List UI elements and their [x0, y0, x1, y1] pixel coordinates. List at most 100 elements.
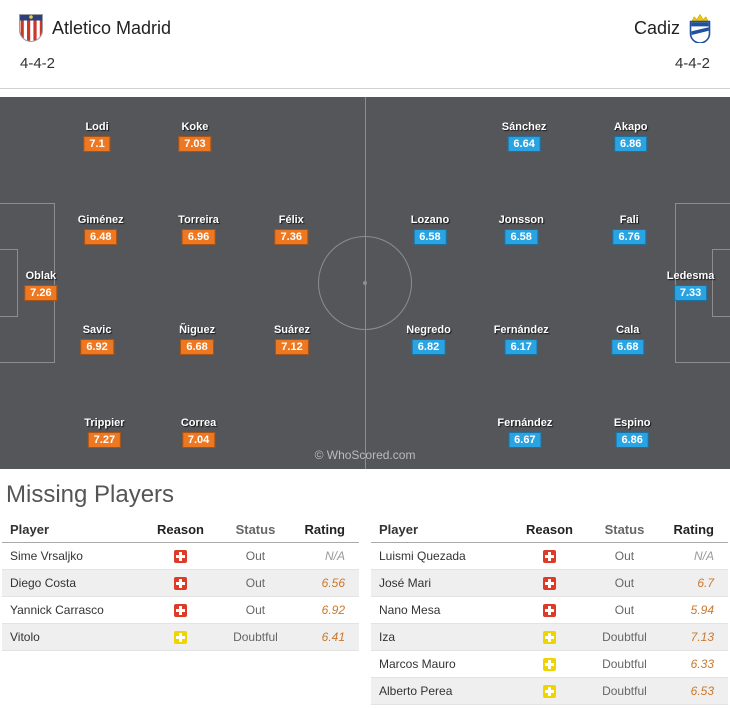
- column-header-rating: Rating: [663, 517, 728, 543]
- table-row: Marcos Mauro Doubtful 6.33: [371, 650, 728, 678]
- column-header-player: Player: [2, 517, 145, 543]
- pitch-player-away: Fernández 6.67: [497, 417, 552, 448]
- missing-player-status: Out: [216, 569, 295, 597]
- away-team-block: Cadiz: [633, 13, 712, 44]
- missing-player-status: Out: [585, 569, 664, 597]
- center-circle: [318, 236, 412, 330]
- missing-players-title: Missing Players: [6, 481, 175, 508]
- player-rating: 6.48: [84, 229, 118, 245]
- home-formation: 4-4-2: [20, 55, 56, 72]
- player-name: Espino: [613, 417, 651, 429]
- reason-cell: [513, 542, 586, 570]
- player-name: Lodi: [85, 121, 109, 133]
- pitch-player-away: Fali 6.76: [612, 214, 646, 245]
- pitch-player-home: Torreira 6.96: [178, 214, 219, 245]
- player-name: Fernández: [493, 324, 549, 336]
- pitch-player-away: Sánchez 6.64: [502, 121, 546, 152]
- player-name: Savic: [82, 324, 112, 336]
- player-rating: 6.86: [615, 432, 649, 448]
- column-header-status: Status: [585, 517, 664, 543]
- missing-player-status: Doubtful: [585, 623, 664, 651]
- player-rating: 7.03: [178, 136, 212, 152]
- pitch-player-home: Oblak 7.26: [24, 270, 58, 301]
- player-name: Félix: [278, 214, 304, 226]
- pitch-player-home: Trippier 7.27: [84, 417, 125, 448]
- player-name: Lozano: [410, 214, 450, 226]
- player-rating: 6.96: [181, 229, 216, 245]
- reason-cell: [513, 569, 586, 597]
- player-rating: 7.33: [673, 285, 708, 301]
- injury-icon: [542, 577, 556, 591]
- player-name: Ledesma: [666, 270, 715, 282]
- pitch-player-away: Cala 6.68: [611, 324, 645, 355]
- table-row: Nano Mesa Out 5.94: [371, 596, 728, 624]
- pitch-player-away: Akapo 6.86: [614, 121, 648, 152]
- missing-player-rating: N/A: [663, 542, 728, 570]
- missing-player-rating: 6.41: [294, 623, 359, 651]
- pitch-player-away: Negredo 6.82: [406, 324, 451, 355]
- penalty-area-right: [675, 203, 730, 363]
- pitch-player-home: Félix 7.36: [274, 214, 308, 245]
- missing-player-rating: N/A: [294, 542, 359, 570]
- player-name: Cala: [616, 324, 640, 336]
- table-row: Sime Vrsaljko Out N/A: [2, 542, 359, 570]
- player-rating: 6.82: [411, 339, 446, 355]
- goal-area-right: [712, 249, 730, 317]
- pitch-player-away: Lozano 6.58: [410, 214, 450, 245]
- player-name: Jonsson: [498, 214, 544, 226]
- pitch-player-home: Giménez 6.48: [78, 214, 124, 245]
- column-header-reason: Reason: [513, 517, 586, 543]
- reason-cell: [144, 569, 217, 597]
- player-name: Akapo: [613, 121, 648, 133]
- home-team-name: Atletico Madrid: [52, 17, 172, 38]
- column-header-player: Player: [371, 517, 514, 543]
- reason-cell: [513, 650, 586, 678]
- column-header-rating: Rating: [294, 517, 359, 543]
- match-header: Atletico Madrid 4-4-2 Cadiz 4-4-2: [0, 0, 730, 89]
- doubtful-icon: [173, 631, 187, 645]
- missing-player-name: Iza: [371, 623, 514, 651]
- missing-player-rating: 6.33: [663, 650, 728, 678]
- player-name: Negredo: [406, 324, 451, 336]
- player-rating: 6.58: [413, 229, 447, 245]
- table-row: Diego Costa Out 6.56: [2, 569, 359, 597]
- player-rating: 6.68: [611, 339, 645, 355]
- pitch-player-away: Ledesma 7.33: [666, 270, 715, 301]
- player-name: Ñiguez: [179, 324, 216, 336]
- injury-icon: [173, 550, 187, 564]
- injury-icon: [542, 604, 556, 618]
- missing-player-rating: 6.53: [663, 677, 728, 705]
- player-rating: 6.58: [504, 229, 538, 245]
- player-rating: 6.92: [80, 339, 114, 355]
- cadiz-crest-icon: [688, 13, 712, 44]
- player-rating: 7.1: [83, 136, 111, 152]
- formation-pitch: Lodi 7.1 Koke 7.03 Giménez 6.48 Torreira 6.9…: [0, 97, 730, 469]
- player-rating: 7.26: [24, 285, 58, 301]
- pitch-player-home: Ñiguez 6.68: [179, 324, 215, 355]
- away-team-name: Cadiz: [633, 17, 680, 38]
- center-spot: [363, 281, 367, 285]
- table-row: Alberto Perea Doubtful 6.53: [371, 677, 728, 705]
- doubtful-icon: [542, 631, 556, 645]
- pitch-player-home: Lodi 7.1: [83, 121, 111, 152]
- player-name: Fernández: [497, 417, 553, 429]
- missing-player-rating: 6.7: [663, 569, 728, 597]
- doubtful-icon: [542, 658, 556, 672]
- pitch-player-home: Savic 6.92: [80, 324, 114, 355]
- player-name: Suárez: [273, 324, 311, 336]
- missing-players-table-away: Player Reason Status Rating Luismi Queza…: [371, 517, 728, 705]
- reason-cell: [513, 677, 586, 705]
- table-header-row: Player Reason Status Rating: [371, 517, 728, 543]
- missing-player-status: Out: [585, 542, 664, 570]
- missing-player-name: Diego Costa: [2, 569, 145, 597]
- reason-cell: [144, 596, 217, 624]
- injury-icon: [173, 577, 187, 591]
- player-name: Giménez: [77, 214, 124, 226]
- missing-player-name: Luismi Quezada: [371, 542, 514, 570]
- missing-player-rating: 5.94: [663, 596, 728, 624]
- missing-players-section: Missing Players Player Reason Status Rat…: [0, 481, 730, 709]
- pitch-player-away: Fernández 6.17: [494, 324, 549, 355]
- reason-cell: [513, 596, 586, 624]
- missing-player-rating: 6.92: [294, 596, 359, 624]
